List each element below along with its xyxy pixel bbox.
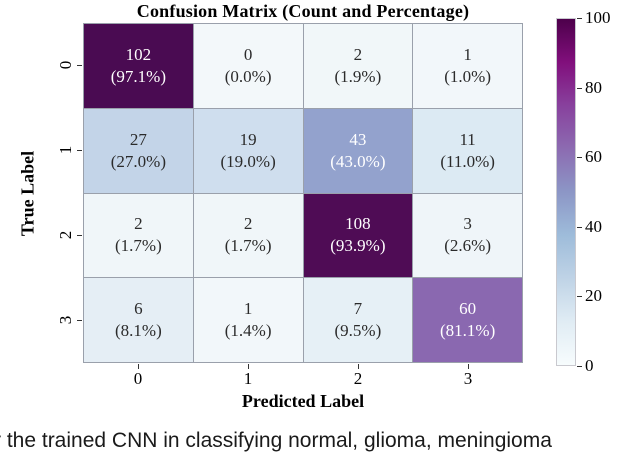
matrix-cell-r1c3: 11 (11.0%) [413, 108, 522, 193]
cell-percentage: (43.0%) [330, 151, 386, 171]
y-tick-0 [77, 65, 82, 66]
matrix-cell-r3c2: 7 (9.5%) [303, 278, 413, 362]
cell-percentage: (2.6%) [444, 236, 491, 256]
cell-percentage: (97.1%) [110, 66, 166, 86]
cell-count: 27 [129, 129, 147, 149]
colorbar-tick-60 [577, 157, 582, 158]
cell-percentage: (0.0%) [224, 66, 272, 86]
cell-count: 2 [243, 214, 253, 234]
matrix-cell-r3c1: 1 (1.4%) [193, 278, 303, 362]
matrix-cell-r0c1: 0 (0.0%) [193, 24, 303, 108]
cell-percentage: (19.0%) [220, 151, 276, 171]
cell-percentage: (1.9%) [334, 66, 382, 86]
cell-percentage: (27.0%) [110, 151, 166, 171]
x-tick-label-1: 1 [243, 369, 253, 388]
y-tick-3 [77, 320, 82, 321]
x-tick-3 [468, 364, 469, 369]
figure-caption-fragment: r the trained CNN in classifying normal,… [0, 429, 552, 452]
colorbar-tick-0 [577, 366, 582, 367]
matrix-cell-r1c1: 19 (19.0%) [193, 108, 303, 193]
matrix-cell-r2c2: 108 (93.9%) [303, 193, 413, 278]
x-tick-label-2: 2 [353, 369, 363, 388]
matrix-cell-r2c1: 2 (1.7%) [193, 193, 303, 278]
colorbar-tick-label-0: 0 [585, 356, 594, 375]
x-tick-label-3: 3 [463, 369, 473, 388]
y-tick-2 [77, 235, 82, 236]
y-axis-label: True Label [17, 150, 38, 237]
colorbar-tick-40 [577, 227, 582, 228]
cell-count: 11 [459, 129, 476, 149]
cell-count: 1 [243, 299, 253, 319]
x-tick-1 [248, 364, 249, 369]
cell-percentage: (1.7%) [115, 236, 162, 256]
matrix-cell-r2c3: 3 (2.6%) [413, 193, 522, 278]
cell-percentage: (9.5%) [334, 321, 382, 341]
x-tick-2 [358, 364, 359, 369]
cell-count: 6 [134, 299, 143, 319]
colorbar-tick-20 [577, 296, 582, 297]
cell-percentage: (1.7%) [224, 236, 272, 256]
y-tick-label-1: 1 [56, 145, 75, 155]
y-tick-1 [77, 150, 82, 151]
matrix-cell-r0c2: 2 (1.9%) [303, 24, 413, 108]
matrix-cell-r0c0: 102 (97.1%) [84, 24, 193, 108]
matrix-cell-r1c0: 27 (27.0%) [84, 108, 193, 193]
cell-count: 2 [353, 44, 363, 64]
cell-count: 102 [125, 44, 152, 64]
cell-count: 7 [353, 299, 363, 319]
y-tick-label-3: 3 [56, 315, 75, 325]
matrix-cell-r1c2: 43 (43.0%) [303, 108, 413, 193]
y-tick-label-2: 2 [56, 230, 75, 240]
cell-count: 2 [134, 214, 143, 234]
matrix-cell-r3c0: 6 (8.1%) [84, 278, 193, 362]
cell-count: 19 [239, 129, 257, 149]
cell-percentage: (11.0%) [440, 151, 495, 171]
cell-percentage: (93.9%) [330, 236, 386, 256]
cell-count: 0 [243, 44, 253, 64]
colorbar-tick-label-60: 60 [585, 147, 602, 166]
cell-percentage: (8.1%) [115, 321, 162, 341]
chart-title: Confusion Matrix (Count and Percentage) [136, 1, 470, 21]
cell-count: 1 [463, 44, 472, 64]
x-axis-label: Predicted Label [241, 391, 365, 411]
colorbar-tick-label-40: 40 [585, 217, 602, 236]
cell-count: 108 [345, 214, 371, 234]
cell-percentage: (1.4%) [224, 321, 272, 341]
confusion-matrix-heatmap: 102 (97.1%) 0 (0.0%) 2 (1.9%) 1 (1.0%) 27 (27… [83, 23, 523, 363]
colorbar-gradient [556, 18, 576, 366]
cell-percentage: (1.0%) [444, 66, 491, 86]
matrix-cell-r2c0: 2 (1.7%) [84, 193, 193, 278]
x-tick-0 [138, 364, 139, 369]
cell-count: 43 [349, 129, 367, 149]
cell-count: 60 [459, 299, 477, 319]
colorbar-tick-label-100: 100 [585, 8, 611, 27]
matrix-cell-r0c3: 1 (1.0%) [413, 24, 522, 108]
cell-percentage: (81.1%) [440, 321, 496, 341]
cell-count: 3 [463, 214, 472, 234]
colorbar-tick-label-20: 20 [585, 286, 602, 305]
y-tick-label-0: 0 [56, 60, 75, 70]
colorbar-tick-80 [577, 88, 582, 89]
colorbar-tick-100 [577, 18, 582, 19]
colorbar-tick-label-80: 80 [585, 78, 602, 97]
x-tick-label-0: 0 [133, 369, 143, 388]
matrix-cell-r3c3: 60 (81.1%) [413, 278, 522, 362]
